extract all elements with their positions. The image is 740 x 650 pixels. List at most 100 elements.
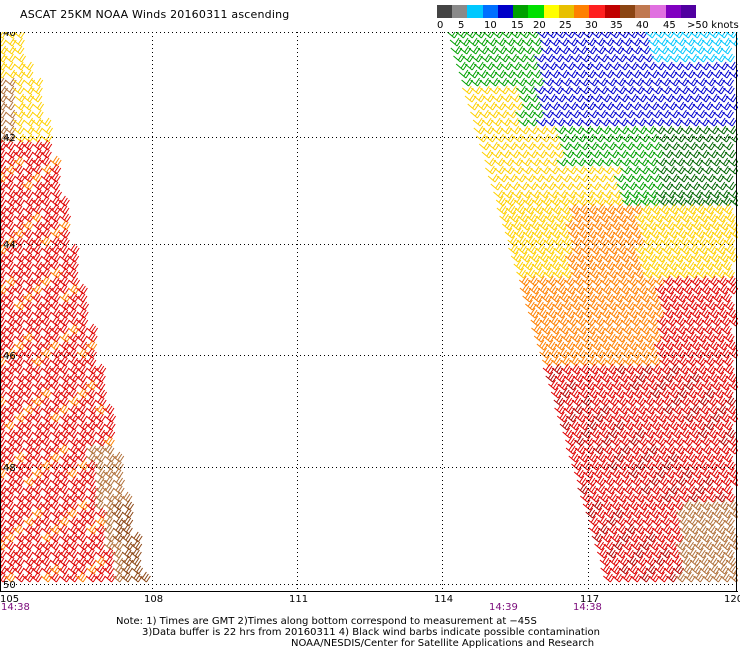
wind-barb [4, 243, 17, 255]
wind-barb [590, 371, 603, 383]
wind-barb [76, 563, 88, 575]
wind-barb [49, 555, 62, 567]
wind-barb [576, 195, 589, 207]
wind-barb [649, 419, 662, 431]
wind-barb [4, 371, 16, 383]
wind-barb [548, 101, 561, 111]
latitude-label: 48 [3, 463, 16, 474]
wind-barb [602, 347, 615, 359]
wind-barb [4, 411, 16, 423]
wind-barb [677, 77, 690, 87]
wind-barb [49, 371, 61, 383]
wind-barb [22, 539, 34, 551]
wind-barb [725, 61, 738, 71]
wind-barb [617, 93, 630, 103]
wind-barb [651, 235, 664, 247]
wind-barb [597, 267, 609, 279]
wind-barb [713, 77, 726, 87]
wind-barb [624, 267, 636, 279]
wind-barb [76, 363, 88, 375]
wind-barb [585, 323, 597, 335]
wind-barb [530, 101, 543, 111]
wind-barb [93, 499, 106, 511]
wind-barb [103, 419, 116, 431]
wind-barb [635, 555, 648, 567]
wind-barb [702, 195, 715, 207]
wind-barb [581, 371, 594, 383]
wind-barb [576, 291, 589, 303]
wind-barb [4, 331, 16, 343]
wind-barb [482, 125, 495, 135]
wind-barb [476, 69, 489, 79]
wind-barb [623, 547, 636, 559]
wind-barb [569, 85, 582, 95]
wind-barb [685, 203, 698, 215]
wind-barb [13, 379, 26, 391]
wind-barb [603, 259, 616, 271]
wind-barb [551, 363, 564, 375]
wind-barb [534, 299, 546, 311]
wind-barb [686, 77, 699, 87]
wind-barb [649, 141, 662, 151]
wind-barb [643, 427, 656, 439]
wind-barb [57, 363, 70, 375]
wind-barb [632, 85, 645, 95]
wind-barb [541, 203, 554, 215]
wind-barb [30, 411, 43, 423]
colorbar-segment [452, 5, 468, 18]
wind-barb [541, 141, 554, 151]
wind-barb [31, 475, 44, 487]
wind-barb [664, 411, 677, 423]
wind-barb [582, 467, 595, 479]
wind-barb [721, 355, 734, 367]
wind-barb [704, 85, 717, 95]
wind-barb [13, 299, 26, 311]
wind-barb [694, 355, 707, 367]
wind-barb [568, 451, 581, 463]
wind-barb [684, 507, 697, 519]
wind-barb [594, 227, 607, 239]
wind-barb [644, 125, 657, 135]
wind-barb [59, 531, 72, 543]
wind-barb [667, 173, 680, 183]
wind-barb [23, 515, 36, 527]
wind-barb [672, 251, 685, 263]
wind-barb [633, 267, 645, 279]
wind-barb [30, 531, 43, 543]
wind-barb [648, 259, 661, 271]
wind-barb [3, 299, 16, 311]
wind-barb [632, 363, 645, 375]
colorbar-label: 5 [458, 20, 465, 31]
wind-barb [546, 219, 559, 231]
wind-barb [49, 291, 61, 303]
wind-barb [470, 85, 483, 95]
wind-barb [695, 547, 708, 559]
wind-barb [14, 53, 27, 63]
wind-barb [13, 179, 26, 191]
wind-barb [632, 77, 645, 87]
wind-barb [605, 85, 618, 95]
wind-barb [659, 547, 672, 559]
wind-barb [111, 467, 124, 479]
wind-barb [601, 411, 614, 423]
wind-barb [508, 181, 521, 191]
wind-barb [662, 555, 675, 567]
wind-barb [40, 307, 52, 319]
wind-barb [695, 77, 708, 87]
wind-barb [662, 403, 674, 415]
wind-barb [50, 427, 63, 439]
wind-barb [13, 507, 26, 519]
wind-barb [621, 539, 633, 551]
wind-barb [85, 451, 98, 463]
wind-barb [711, 475, 724, 487]
wind-barb [103, 427, 116, 439]
wind-barb [21, 227, 34, 239]
wind-barb [13, 307, 26, 319]
wind-barb [50, 187, 63, 199]
wind-barb [22, 283, 35, 295]
wind-barb [685, 483, 698, 495]
wind-barb [710, 37, 723, 47]
wind-barb [671, 275, 684, 287]
wind-barb [464, 61, 477, 71]
